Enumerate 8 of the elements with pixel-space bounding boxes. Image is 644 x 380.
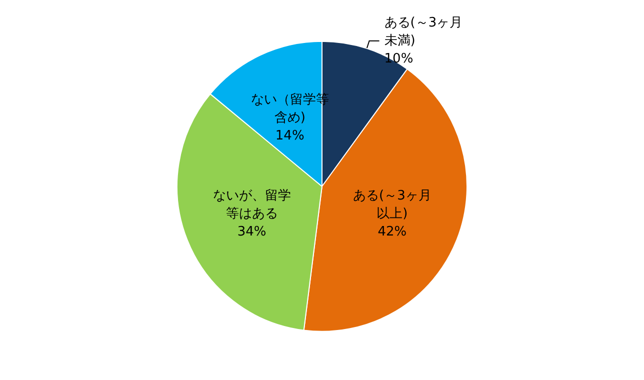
slice-label: ない（留学等含め) <box>250 92 329 126</box>
data-label: 14% <box>275 128 304 144</box>
data-label: 34% <box>237 224 266 240</box>
slice-label: ある(～3ヶ月未満) <box>384 15 463 48</box>
slice-label: ある(～3ヶ月以上) <box>353 188 432 222</box>
slice-label: ないが、留学等はある <box>212 188 291 222</box>
data-label: 42% <box>378 224 407 240</box>
data-label: 10% <box>384 51 414 66</box>
